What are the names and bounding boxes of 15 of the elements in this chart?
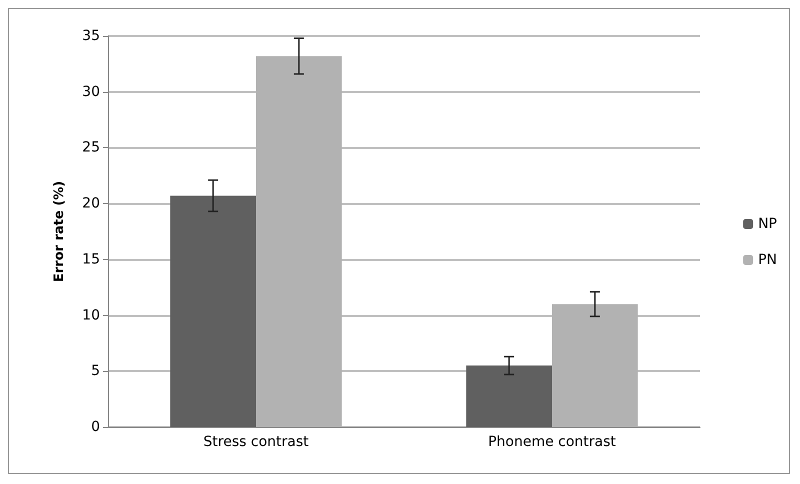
legend-label: PN: [758, 252, 778, 268]
x-tick-label: Stress contrast: [203, 434, 310, 450]
y-tick-label: 10: [82, 307, 100, 324]
y-tick-label: 5: [91, 363, 100, 380]
x-tick-label: Phoneme contrast: [488, 434, 616, 450]
legend-label: NP: [758, 216, 778, 232]
y-tick-label: 0: [91, 419, 100, 435]
y-tick-label: 20: [82, 196, 100, 212]
y-tick-label: 30: [82, 84, 100, 100]
bar: [466, 366, 552, 427]
y-tick-label: 35: [82, 28, 100, 44]
bar: [170, 196, 256, 427]
y-tick-label: 15: [82, 251, 100, 268]
y-tick-label: 25: [82, 140, 100, 156]
y-axis-title: Error rate (%): [52, 180, 67, 282]
